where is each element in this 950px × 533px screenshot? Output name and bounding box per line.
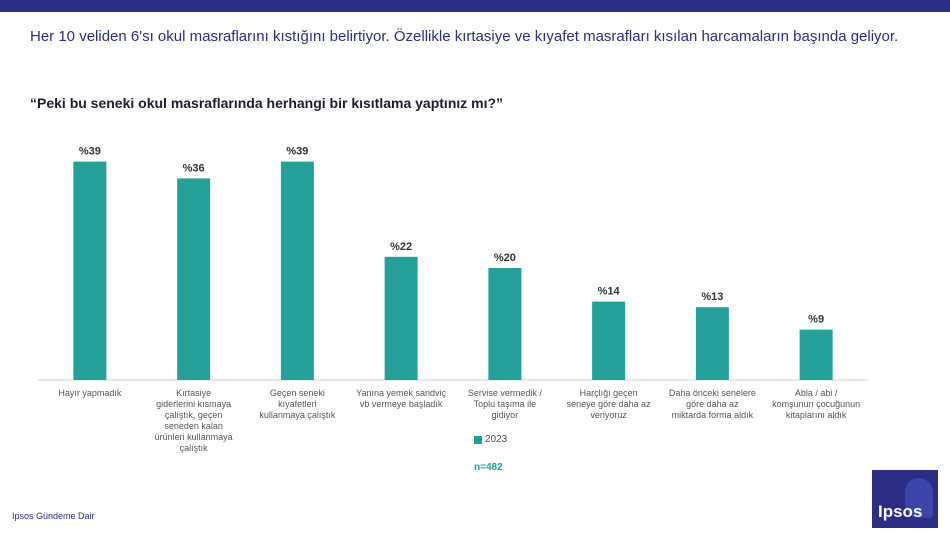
legend-label: 2023: [485, 434, 508, 445]
bar: [695, 307, 729, 380]
category-label: Yanına yemek sandviç vb vermeye başladık: [356, 388, 446, 409]
category-label: Daha önceki senelere göre daha az miktarda…: [669, 388, 756, 420]
data-label: %39: [79, 146, 101, 158]
survey-question: “Peki bu seneki okul masraflarında herha…: [30, 95, 504, 111]
ipsos-logo: Ipsos: [872, 470, 938, 528]
data-label: %36: [183, 162, 205, 174]
headline: Her 10 veliden 6'sı okul masraflarını kı…: [30, 28, 899, 45]
category-label: Hayır yapmadık: [58, 388, 122, 398]
category-label: Kırtasiye giderlerini kısmaya çalıştık, ge…: [155, 388, 233, 453]
data-label: %9: [808, 314, 824, 326]
bar: [799, 329, 833, 380]
category-label: Servise vermedik / Toplu taşıma ile gidiyo…: [468, 388, 543, 420]
bar: [384, 256, 418, 380]
bar-chart: %39 Hayır yapmadık %36 Kırtasiye giderlerini…: [38, 146, 868, 453]
data-label: %14: [598, 286, 621, 298]
bar: [592, 301, 626, 380]
logo-text: Ipsos: [878, 502, 923, 521]
data-label: %13: [701, 291, 723, 303]
data-label: %20: [494, 252, 516, 264]
chart-legend: 2023: [474, 434, 507, 445]
footer-source: Ipsos Gündeme Dair: [12, 511, 95, 521]
bar: [488, 268, 522, 380]
category-label: Geçen seneki kıyafetleri kullanmaya çalışt…: [259, 388, 336, 420]
bar: [280, 161, 314, 380]
sample-size: n=482: [474, 462, 503, 473]
data-label: %39: [286, 146, 308, 158]
category-label: Abla / abi / komşunun çocuğunun kitapların…: [772, 388, 860, 420]
bar: [177, 178, 211, 380]
logo-head-shape: [905, 478, 933, 518]
top-band: [0, 0, 950, 12]
data-label: %22: [390, 241, 412, 253]
category-label: Harçlığı geçen seneye göre daha az veriyor…: [567, 388, 652, 420]
bar: [73, 161, 107, 380]
legend-swatch: [474, 435, 482, 444]
